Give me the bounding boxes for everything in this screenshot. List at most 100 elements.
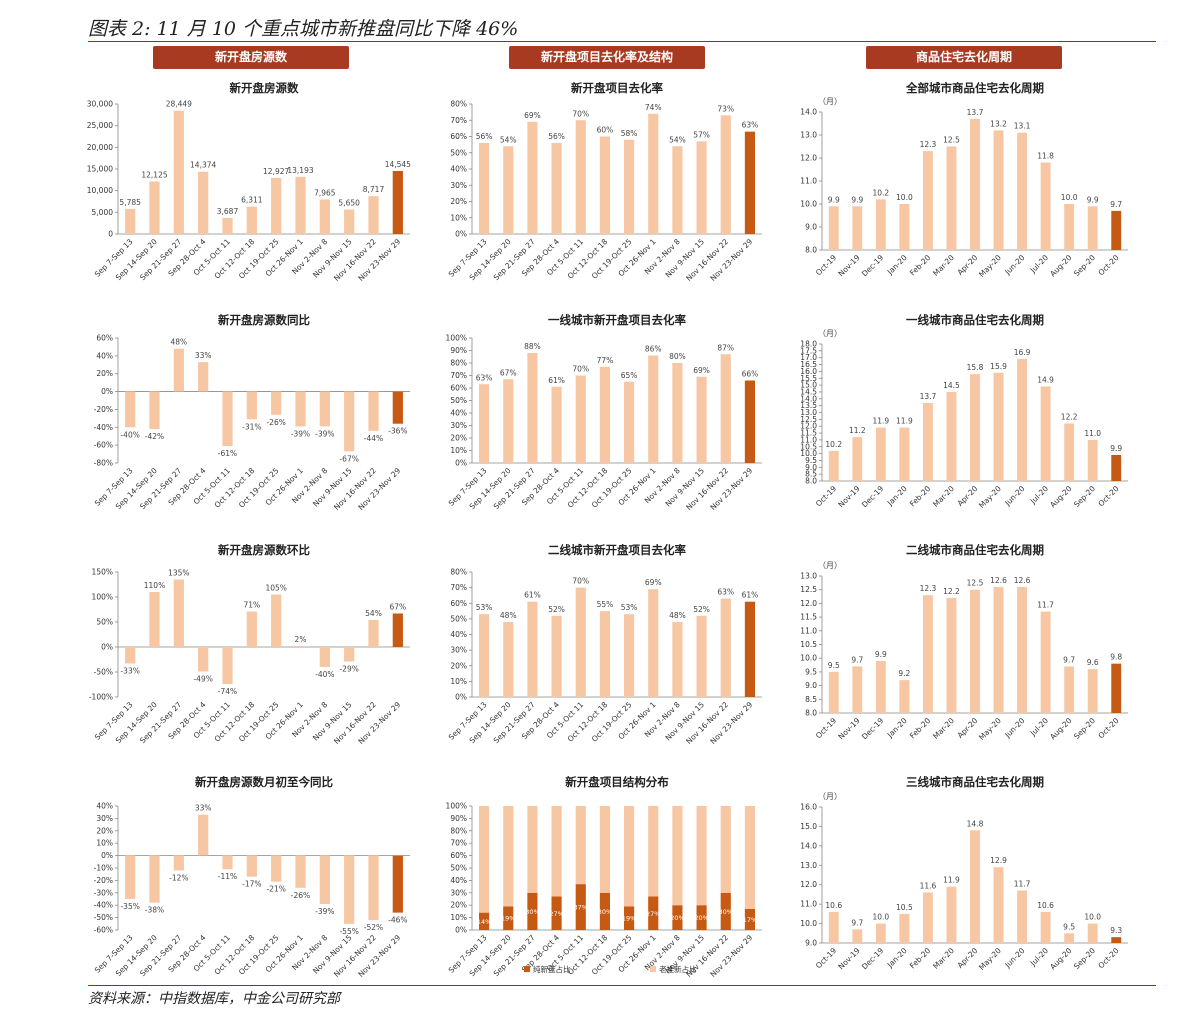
chart-c0: 新开盘房源数 0 5,000 10,000 15,000 20,000 25,000 30,0… <box>87 81 411 283</box>
y-tick-label: 20% <box>96 369 113 378</box>
bar <box>696 141 707 234</box>
y-tick-label: 50% <box>450 148 467 157</box>
x-tick-label: May-20 <box>977 484 1003 510</box>
y-tick-label: 15.5 <box>800 374 817 383</box>
data-label: 33% <box>195 351 212 360</box>
bar <box>599 136 610 234</box>
x-tick-label: Nov 16-Nov 22 <box>332 700 378 746</box>
bar <box>946 391 957 481</box>
bar <box>720 354 731 463</box>
y-tick-label: 13.0 <box>800 861 817 870</box>
bar <box>624 381 635 463</box>
bar <box>149 391 160 430</box>
data-label: 30% <box>719 908 733 916</box>
source-footer: 资料来源：中指数据库，中金公司研究部 <box>88 991 340 1007</box>
chart-c7: 二线城市新开盘项目去化率0%10%20%30%40%50%60%70%80%Se… <box>447 543 762 746</box>
data-label: 14.8 <box>967 819 984 828</box>
bar <box>1064 666 1075 713</box>
x-tick-label: Oct-20 <box>1096 484 1120 508</box>
data-label: 9.7 <box>851 918 863 927</box>
chart-c8: 二线城市商品住宅去化周期 （月） 8.0 8.5 9.0 9.5 10.0 10.5 11.0 1… <box>800 543 1128 742</box>
data-label: 13.7 <box>967 108 984 117</box>
bar <box>392 855 403 913</box>
y-tick-label: 14.0 <box>800 108 817 117</box>
data-label: 54% <box>669 135 686 144</box>
y-tick-label: 100% <box>446 802 467 811</box>
bar <box>1017 586 1028 713</box>
x-tick-label: Nov-19 <box>836 946 861 971</box>
bar <box>319 855 330 904</box>
y-tick-label: 40% <box>450 630 467 639</box>
bar <box>599 611 610 697</box>
data-label: 11.9 <box>872 417 889 426</box>
bar <box>1111 663 1122 713</box>
bar <box>271 177 282 234</box>
bar <box>125 647 136 664</box>
column-header-2: 新开盘项目去化率及结构 <box>509 46 705 69</box>
chart-title: 新开盘房源数环比 <box>218 543 310 557</box>
data-label: 61% <box>548 376 565 385</box>
chart-title: 三线城市商品住宅去化周期 <box>906 775 1044 789</box>
data-label: -44% <box>364 434 383 443</box>
x-tick-label: Oct-19 <box>814 484 838 508</box>
chart-title: 新开盘项目结构分布 <box>565 775 669 789</box>
chart-title: 新开盘房源数同比 <box>218 313 310 327</box>
y-tick-label: 10% <box>450 446 467 455</box>
x-tick-label: Sep-20 <box>1072 716 1097 741</box>
chart-title: 新开盘房源数 <box>230 81 299 95</box>
y-tick-label: 150% <box>92 568 113 577</box>
data-label: -11% <box>218 872 237 881</box>
bar <box>222 855 233 870</box>
legend-label-old: 老推新占比 <box>659 964 697 974</box>
chart-title: 二线城市商品住宅去化周期 <box>906 543 1044 557</box>
data-label: 16.9 <box>1014 348 1031 357</box>
bar <box>852 206 863 250</box>
bar <box>575 120 586 234</box>
bar-old-share <box>575 806 586 885</box>
y-tick-label: 20% <box>450 661 467 670</box>
bar <box>551 615 562 697</box>
y-tick-label: 70% <box>450 583 467 592</box>
data-label: 12,927 <box>263 167 289 176</box>
x-tick-label: Nov 23-Nov 29 <box>708 237 754 283</box>
x-tick-label: Apr-20 <box>956 946 980 970</box>
data-label: 11.7 <box>1014 880 1031 889</box>
bar <box>922 151 933 250</box>
y-tick-label: -50% <box>94 668 113 677</box>
bar <box>993 586 1004 713</box>
y-tick-label: 20% <box>450 197 467 206</box>
data-label: 9.9 <box>828 195 840 204</box>
y-tick-label: 12.5 <box>800 415 817 424</box>
y-tick-label: 9.0 <box>805 939 817 948</box>
data-label: 5,785 <box>119 198 141 207</box>
x-tick-label: Dec-19 <box>860 946 885 971</box>
bar <box>149 592 160 647</box>
y-tick-label: -30% <box>94 888 113 897</box>
data-label: 71% <box>243 601 260 610</box>
y-tick-label: 16.0 <box>800 367 817 376</box>
bar <box>828 911 839 943</box>
data-label: 19% <box>622 915 636 923</box>
bar <box>922 402 933 481</box>
bar <box>1087 669 1098 713</box>
top-rule <box>88 41 1156 42</box>
y-tick-label: 0% <box>101 643 113 652</box>
data-label: 58% <box>621 129 638 138</box>
bar <box>970 830 980 943</box>
bar <box>852 437 863 481</box>
data-label: 13,193 <box>287 166 313 175</box>
y-tick-label: 9.0 <box>805 681 817 690</box>
x-tick-label: Jul-20 <box>1028 946 1050 968</box>
data-label: 9.9 <box>1110 444 1122 453</box>
x-tick-label: Feb-20 <box>908 946 933 971</box>
y-tick-label: 10% <box>450 213 467 222</box>
bar <box>993 130 1004 250</box>
y-tick-label: 80% <box>450 359 467 368</box>
data-label: 12.2 <box>943 587 960 596</box>
data-label: 15.9 <box>990 362 1007 371</box>
y-tick-label: 0% <box>101 851 113 860</box>
bar <box>198 647 209 672</box>
x-tick-label: Feb-20 <box>908 484 933 509</box>
chart-title: 一线城市新开盘项目去化率 <box>548 313 686 327</box>
legend-label-new: 纯新盘占比 <box>533 964 571 974</box>
